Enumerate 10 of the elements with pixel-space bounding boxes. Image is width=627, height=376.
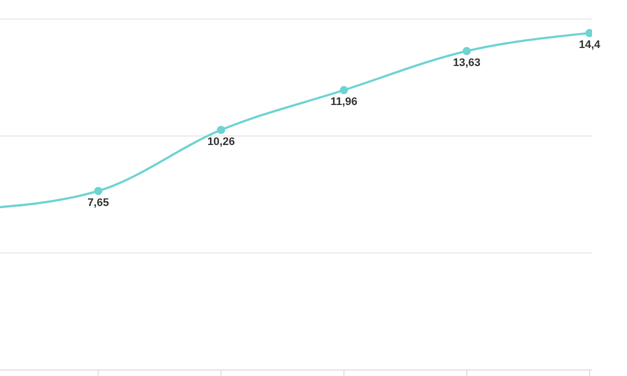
point: [340, 86, 348, 94]
data-label: 11,96: [330, 96, 358, 108]
data-label: 7,65: [88, 196, 109, 209]
data-label: 10,26: [207, 136, 235, 148]
point: [462, 46, 471, 56]
point: [216, 126, 226, 134]
point: [94, 186, 102, 196]
data-label: 14,4: [578, 39, 602, 52]
point: [585, 28, 592, 38]
data-label: 13,63: [452, 57, 480, 70]
